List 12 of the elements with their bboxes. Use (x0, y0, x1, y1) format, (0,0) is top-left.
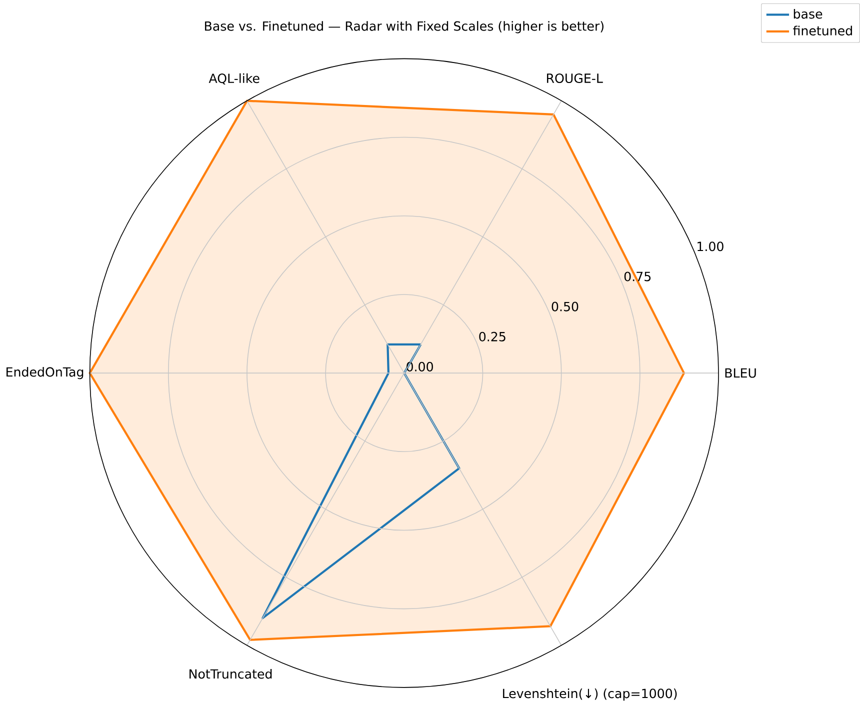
y-tick-label: 0.50 (552, 302, 578, 312)
spoke-label: AQL-like (208, 73, 260, 85)
spoke-label: Levenshtein(↓) (cap=1000) (503, 688, 677, 701)
y-tick-label: 1.00 (698, 242, 724, 252)
spoke-label: EndedOnTag (6, 366, 84, 380)
legend-label: finetuned (793, 26, 852, 36)
spoke-label: BLEU (725, 368, 756, 378)
legend-label: base (794, 8, 822, 19)
y-tick-label: 0.25 (479, 332, 506, 342)
spoke-label: ROUGE-L (547, 74, 603, 84)
text: Base vs. Finetuned — Radar with Fixed Scales (higher is better) (205, 21, 604, 34)
spoke-label: NotTruncated (190, 668, 272, 679)
